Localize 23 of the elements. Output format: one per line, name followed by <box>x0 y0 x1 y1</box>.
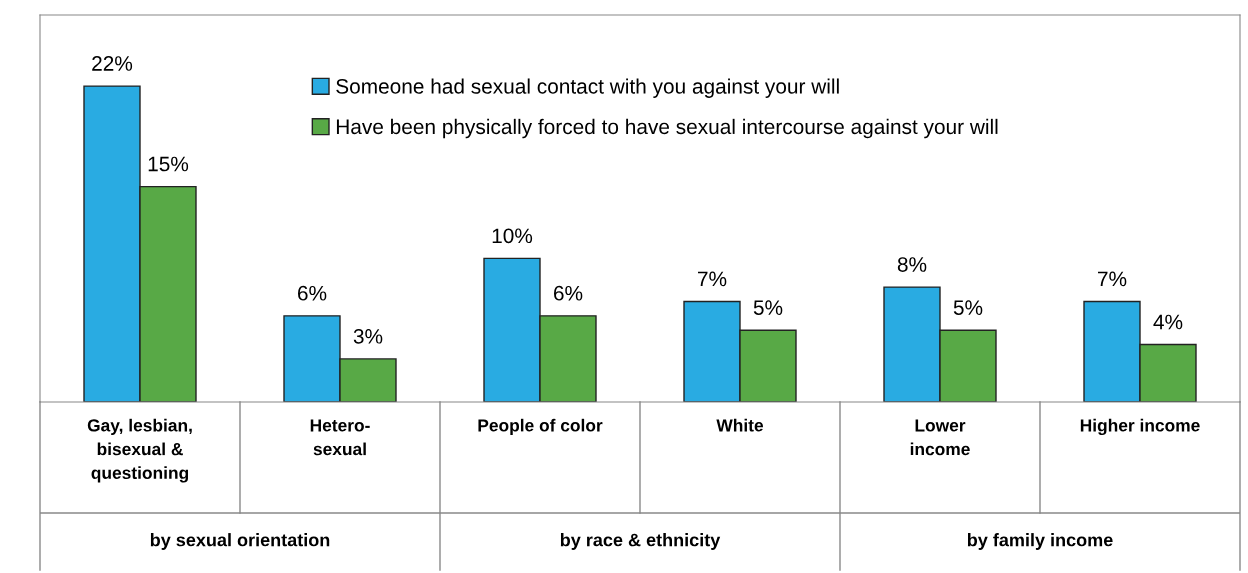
data-label: 10% <box>492 228 533 244</box>
x-tick-label: Gay, lesbian, bisexual & questioning <box>87 418 192 483</box>
legend-label: Someone had sexual contact with you against your will <box>336 78 839 98</box>
data-label: 15% <box>148 156 189 172</box>
data-label: 6% <box>298 285 327 301</box>
data-label: 7% <box>1098 271 1127 287</box>
data-label: 22% <box>92 56 133 71</box>
text: by sexual orientation <box>150 533 330 550</box>
legend-label: Have been physically forced to have sexual intercourse against your will <box>336 118 998 139</box>
x-tick-label: Hetero- sexual <box>310 419 370 456</box>
x-tick-label: White <box>716 418 764 432</box>
data-label: 4% <box>1153 314 1183 330</box>
data-label: 7% <box>698 271 727 287</box>
text: by race & ethnicity <box>560 533 721 550</box>
data-label: 8% <box>897 257 927 272</box>
x-tick-label: Higher income <box>1080 418 1200 436</box>
x-tick-label: Lower income <box>910 419 970 456</box>
data-label: 6% <box>554 285 583 301</box>
data-label: 3% <box>353 328 383 344</box>
data-label: 5% <box>953 300 983 315</box>
text: by family income <box>967 533 1113 550</box>
data-label: 5% <box>753 300 783 315</box>
x-tick-label: People of color <box>478 418 603 435</box>
